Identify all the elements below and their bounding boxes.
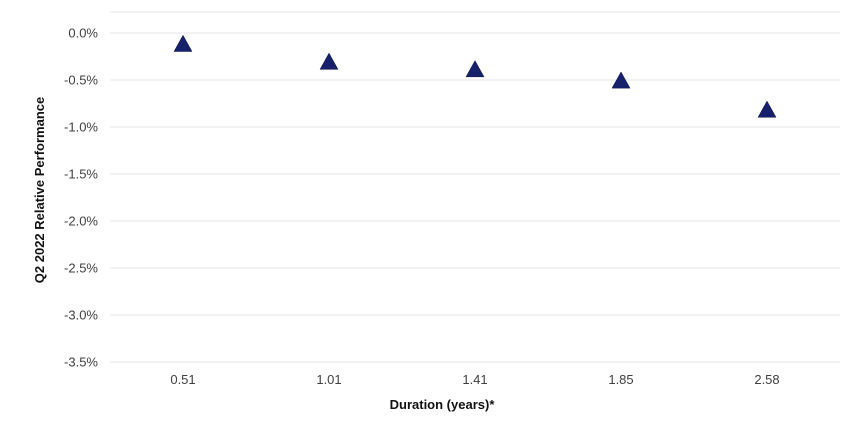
y-tick-label: 0.0% (68, 26, 98, 41)
y-tick-label: -0.5% (64, 73, 98, 88)
y-tick-label: -3.5% (64, 355, 98, 370)
data-point-triangle (319, 52, 339, 70)
x-tick-label: 0.51 (170, 372, 195, 387)
x-tick-label: 1.01 (316, 372, 341, 387)
x-axis-ticks: 0.51 1.01 1.41 1.85 2.58 (170, 372, 779, 387)
x-tick-label: 1.41 (462, 372, 487, 387)
y-tick-label: -3.0% (64, 308, 98, 323)
gridlines (110, 11, 840, 363)
data-point-triangle (173, 34, 193, 52)
y-tick-label: -1.5% (64, 167, 98, 182)
x-tick-label: 1.85 (608, 372, 633, 387)
data-points (173, 34, 777, 118)
y-tick-label: -2.0% (64, 214, 98, 229)
y-axis-title: Q2 2022 Relative Performance (32, 97, 47, 283)
data-point-triangle (611, 71, 631, 89)
y-axis-ticks: 0.0% -0.5% -1.0% -1.5% -2.0% -2.5% -3.0% -3.5% (64, 26, 98, 370)
y-tick-label: -2.5% (64, 261, 98, 276)
x-tick-label: 2.58 (754, 372, 779, 387)
y-tick-label: -1.0% (64, 120, 98, 135)
data-point-triangle (757, 100, 777, 118)
data-point-triangle (465, 60, 485, 78)
x-axis-title: Duration (years)* (390, 397, 496, 412)
